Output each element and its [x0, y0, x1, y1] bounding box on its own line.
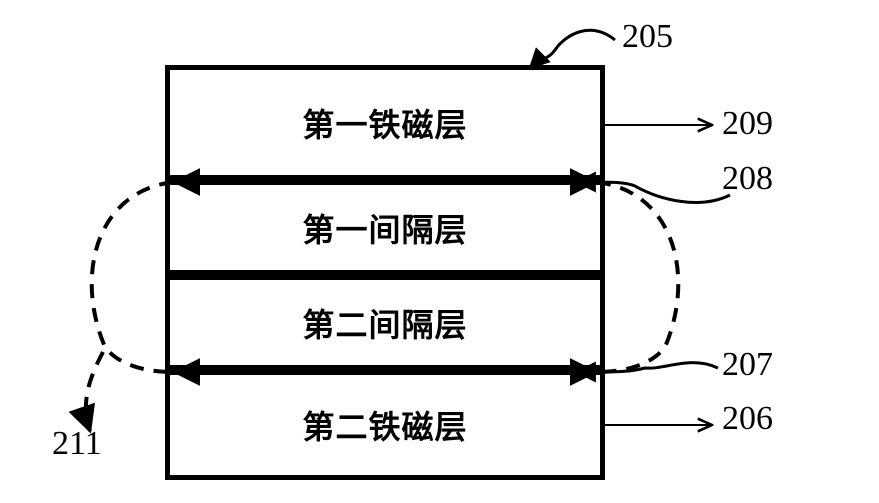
label-211: 211	[52, 425, 102, 463]
layer-label: 第一间隔层	[302, 205, 467, 251]
layer-stack: 第一铁磁层第一间隔层第二间隔层第二铁磁层	[165, 65, 605, 480]
label-209: 209	[722, 105, 773, 143]
layer-label: 第二铁磁层	[302, 402, 467, 448]
layer-label: 第一铁磁层	[302, 100, 467, 146]
layer-label: 第二间隔层	[302, 300, 467, 346]
label-207: 207	[722, 346, 773, 384]
label-206: 206	[722, 400, 773, 438]
label-208: 208	[722, 160, 773, 198]
layer-l2: 第一间隔层	[170, 180, 600, 275]
layer-l4: 第二铁磁层	[170, 370, 600, 475]
label-205: 205	[622, 18, 673, 56]
layer-l1: 第一铁磁层	[170, 70, 600, 180]
layer-l3: 第二间隔层	[170, 275, 600, 370]
